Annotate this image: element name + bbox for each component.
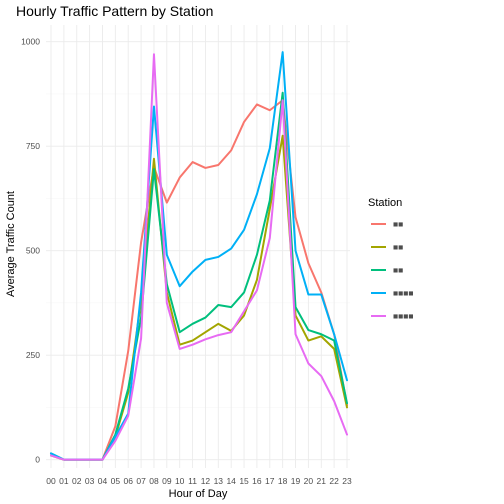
- legend: Station ■■■■■■■■■■■■■■: [368, 197, 414, 321]
- y-axis-ticks: 0 250 500 750 1000: [21, 37, 40, 465]
- legend-label-1: ■■: [393, 219, 403, 229]
- x-axis-ticks: 00 01 02 03 04 05 06 07 08 09 10 11 12 13 14 15 16 17 18 19…: [46, 476, 352, 486]
- legend-label-5: ■■■■: [393, 311, 414, 321]
- x-tick-label: 12: [201, 476, 211, 486]
- x-tick-label: 20: [304, 476, 314, 486]
- x-tick-label: 22: [329, 476, 339, 486]
- chart-title: Hourly Traffic Pattern by Station: [16, 3, 213, 19]
- x-tick-label: 14: [226, 476, 236, 486]
- y-tick-label: 1000: [21, 37, 40, 47]
- x-tick-label: 16: [252, 476, 262, 486]
- plot-grid: [46, 25, 350, 468]
- x-tick-label: 10: [175, 476, 185, 486]
- x-tick-label: 05: [111, 476, 121, 486]
- x-tick-label: 00: [46, 476, 56, 486]
- x-tick-label: 23: [342, 476, 352, 486]
- x-tick-label: 09: [162, 476, 172, 486]
- y-tick-label: 750: [26, 141, 40, 151]
- x-tick-label: 13: [214, 476, 224, 486]
- legend-label-4: ■■■■: [393, 288, 414, 298]
- x-tick-label: 15: [239, 476, 249, 486]
- y-tick-label: 0: [35, 455, 40, 465]
- x-tick-label: 01: [59, 476, 69, 486]
- series-line-2: [50, 134, 349, 461]
- series-line-4: [50, 51, 349, 461]
- x-tick-label: 17: [265, 476, 275, 486]
- series-line-1: [50, 99, 349, 461]
- x-tick-label: 11: [188, 476, 197, 486]
- x-tick-label: 19: [291, 476, 301, 486]
- series-lines: [50, 51, 349, 461]
- y-tick-label: 500: [26, 246, 40, 256]
- x-axis-title: Hour of Day: [169, 488, 228, 500]
- legend-label-2: ■■: [393, 242, 403, 252]
- x-tick-label: 21: [317, 476, 327, 486]
- y-tick-label: 250: [26, 350, 40, 360]
- x-tick-label: 18: [278, 476, 288, 486]
- legend-title: Station: [368, 197, 402, 209]
- x-tick-label: 08: [149, 476, 159, 486]
- legend-label-3: ■■: [393, 265, 403, 275]
- x-tick-label: 07: [136, 476, 146, 486]
- y-axis-title: Average Traffic Count: [5, 191, 17, 297]
- x-tick-label: 02: [72, 476, 82, 486]
- series-line-5: [50, 53, 349, 461]
- x-tick-label: 06: [123, 476, 133, 486]
- x-tick-label: 04: [98, 476, 108, 486]
- x-tick-label: 03: [85, 476, 95, 486]
